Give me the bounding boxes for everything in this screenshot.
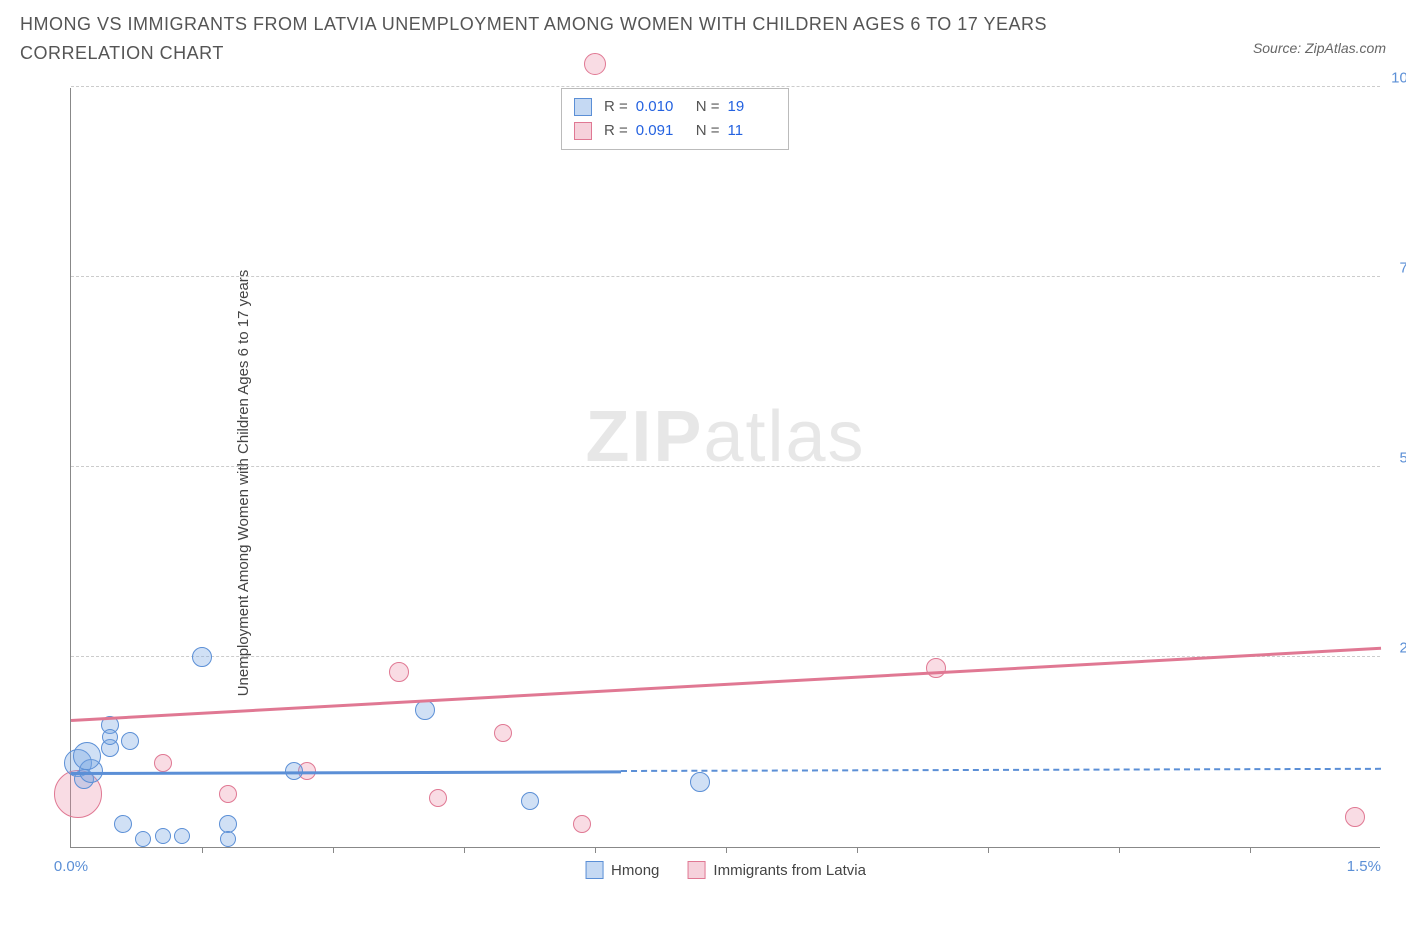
x-tick xyxy=(1250,847,1251,853)
stats-legend: R = 0.010 N = 19 R = 0.091 N = 11 xyxy=(561,88,789,150)
data-point-hmong xyxy=(155,828,171,844)
y-tick-label: 50.0% xyxy=(1399,450,1406,467)
data-point-hmong xyxy=(521,792,539,810)
x-tick xyxy=(857,847,858,853)
gridline xyxy=(71,276,1380,277)
data-point-hmong xyxy=(121,732,139,750)
x-tick xyxy=(202,847,203,853)
swatch-latvia xyxy=(574,122,592,140)
data-point-latvia xyxy=(219,785,237,803)
series-legend: Hmong Immigrants from Latvia xyxy=(585,861,866,879)
x-tick-label-left: 0.0% xyxy=(54,858,88,875)
legend-item-hmong: Hmong xyxy=(585,861,659,879)
r-value-latvia: 0.091 xyxy=(636,119,684,143)
data-point-hmong xyxy=(135,831,151,847)
data-point-latvia xyxy=(584,53,606,75)
data-point-latvia xyxy=(494,724,512,742)
source-attribution: Source: ZipAtlas.com xyxy=(1253,40,1386,56)
x-tick-label-right: 1.5% xyxy=(1347,858,1381,875)
trendline-hmong-dashed xyxy=(621,768,1381,772)
data-point-hmong xyxy=(102,729,118,745)
legend-row-hmong: R = 0.010 N = 19 xyxy=(574,95,776,119)
data-point-hmong xyxy=(220,831,236,847)
swatch-hmong-icon xyxy=(585,861,603,879)
data-point-hmong xyxy=(192,647,212,667)
gridline xyxy=(71,86,1380,87)
data-point-hmong xyxy=(73,742,101,770)
swatch-hmong xyxy=(574,98,592,116)
trendline-latvia xyxy=(71,647,1381,722)
data-point-latvia xyxy=(429,789,447,807)
data-point-latvia xyxy=(573,815,591,833)
x-tick xyxy=(1119,847,1120,853)
trendline-hmong xyxy=(71,770,621,774)
data-point-hmong xyxy=(174,828,190,844)
chart-title: HMONG VS IMMIGRANTS FROM LATVIA UNEMPLOY… xyxy=(20,10,1120,68)
y-tick-label: 75.0% xyxy=(1399,260,1406,277)
x-tick xyxy=(595,847,596,853)
x-tick xyxy=(988,847,989,853)
data-point-latvia xyxy=(154,754,172,772)
y-tick-label: 100.0% xyxy=(1391,70,1406,87)
legend-row-latvia: R = 0.091 N = 11 xyxy=(574,119,776,143)
data-point-latvia xyxy=(389,662,409,682)
chart-container: Unemployment Among Women with Children A… xyxy=(50,88,1390,878)
x-tick xyxy=(464,847,465,853)
n-value-hmong: 19 xyxy=(728,95,776,119)
data-point-hmong xyxy=(114,815,132,833)
data-point-latvia xyxy=(926,658,946,678)
x-tick xyxy=(726,847,727,853)
legend-item-latvia: Immigrants from Latvia xyxy=(687,861,866,879)
plot-area: ZIPatlas R = 0.010 N = 19 R = 0.091 N = … xyxy=(70,88,1380,848)
data-point-latvia xyxy=(1345,807,1365,827)
r-value-hmong: 0.010 xyxy=(636,95,684,119)
x-tick xyxy=(333,847,334,853)
data-point-hmong xyxy=(690,772,710,792)
gridline xyxy=(71,466,1380,467)
data-point-hmong xyxy=(415,700,435,720)
y-tick-label: 25.0% xyxy=(1399,640,1406,657)
swatch-latvia-icon xyxy=(687,861,705,879)
n-value-latvia: 11 xyxy=(728,119,776,143)
